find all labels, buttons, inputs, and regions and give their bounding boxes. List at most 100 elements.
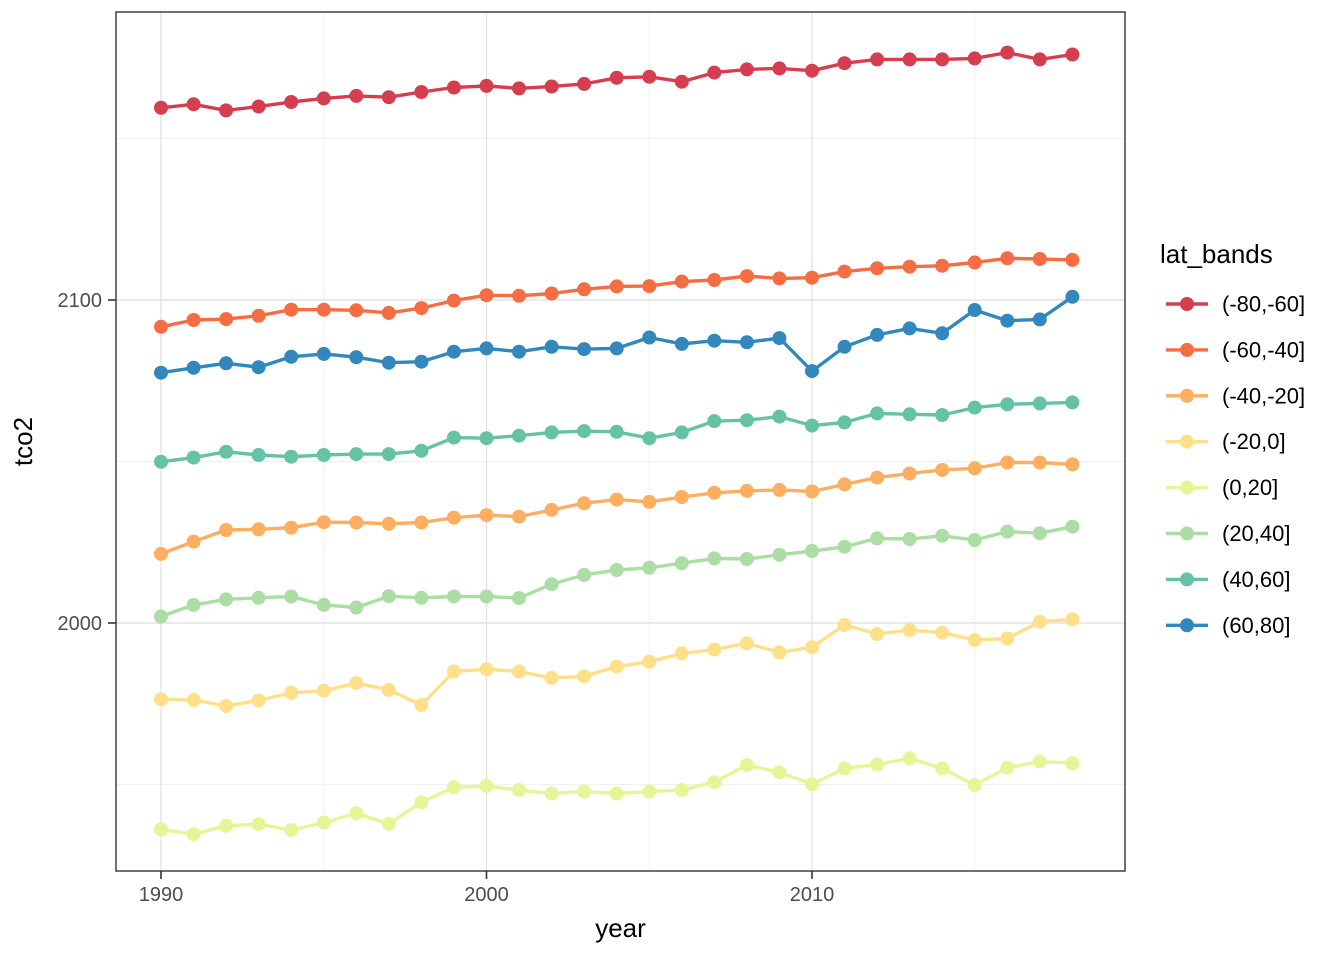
data-point [512,81,526,96]
y-axis: 2000 2100 [58,290,116,635]
series-5 [154,519,1080,624]
data-point [186,692,201,707]
data-point [186,360,201,375]
data-point [739,413,754,428]
data-point [446,664,461,679]
legend-items: (-80,-60] (-60,-40] (-40,-20] (-20,0] (0,20]… [1166,292,1305,638]
data-point [805,777,819,792]
data-point [1032,614,1047,629]
data-point [1032,252,1047,266]
legend-item: (-60,-40] [1166,337,1305,362]
data-point [349,303,364,318]
data-point [772,645,787,660]
data-point [1065,519,1080,534]
data-point [577,496,592,511]
x-tick-label: 2010 [790,884,835,906]
data-point [479,508,494,523]
data-point [1065,457,1080,472]
data-point [316,448,331,462]
data-point [967,255,982,270]
data-point [544,502,559,517]
data-point [805,544,819,558]
legend-key-point [1180,297,1194,311]
legend-key-point [1180,480,1194,495]
series-3 [154,612,1080,713]
legend-item: (60,80] [1166,613,1291,638]
data-point [935,462,950,477]
data-point [935,52,950,67]
data-point [251,448,266,462]
data-point [707,273,722,287]
data-point [1065,756,1080,771]
data-point [154,454,168,469]
plot-panel-border [115,11,1126,872]
data-point [1000,313,1015,328]
legend-item-label: (60,80] [1222,613,1291,638]
data-point [739,636,754,651]
data-point [381,682,396,697]
data-point [870,470,885,485]
major-gridlines [116,12,1125,871]
data-point [284,95,299,109]
data-point [837,539,852,554]
data-point [1000,251,1015,266]
data-point [674,336,689,351]
data-point [935,258,950,273]
legend-item-label: (-60,-40] [1222,337,1305,362]
data-point [707,642,722,657]
data-point [1000,45,1015,60]
data-point [251,308,266,323]
data-point [739,269,754,284]
data-point [707,551,722,566]
data-point [967,461,982,476]
data-point [902,532,917,546]
data-point [446,293,461,308]
series-4 [154,751,1080,842]
data-point [805,270,819,285]
plot-panel [116,12,1125,871]
data-point [154,822,168,837]
data-point [544,339,559,354]
data-point [707,65,722,80]
data-point [219,103,234,118]
data-point [609,786,624,801]
data-point [707,414,722,429]
data-point [186,450,201,465]
data-point [251,817,266,832]
data-point [349,676,364,691]
data-point [219,699,234,713]
data-point [805,364,819,379]
data-point [414,301,429,316]
legend-key-point [1180,618,1194,633]
data-point [1000,455,1015,470]
data-point [577,282,592,297]
data-point [870,52,885,67]
data-point [512,428,526,443]
data-point [739,62,754,77]
data-point [544,79,559,94]
data-point [674,425,689,440]
data-point [381,355,396,370]
data-point [837,477,852,492]
data-point [219,523,234,537]
data-point [870,327,885,342]
data-point [1032,396,1047,411]
data-point [1065,612,1080,627]
legend-key-point [1180,388,1194,403]
legend-item: (-80,-60] [1166,292,1305,317]
data-point [512,288,526,303]
data-point [186,597,201,612]
data-point [1065,395,1080,410]
data-point [902,259,917,274]
data-point [609,279,624,294]
data-point [414,85,429,99]
data-point [479,589,494,604]
series-2 [154,455,1080,561]
data-point [446,80,461,95]
data-point [674,556,689,571]
data-point [902,52,917,67]
data-point [837,264,852,279]
legend-key-point [1180,572,1194,587]
data-point [967,778,982,793]
data-point [316,91,331,106]
